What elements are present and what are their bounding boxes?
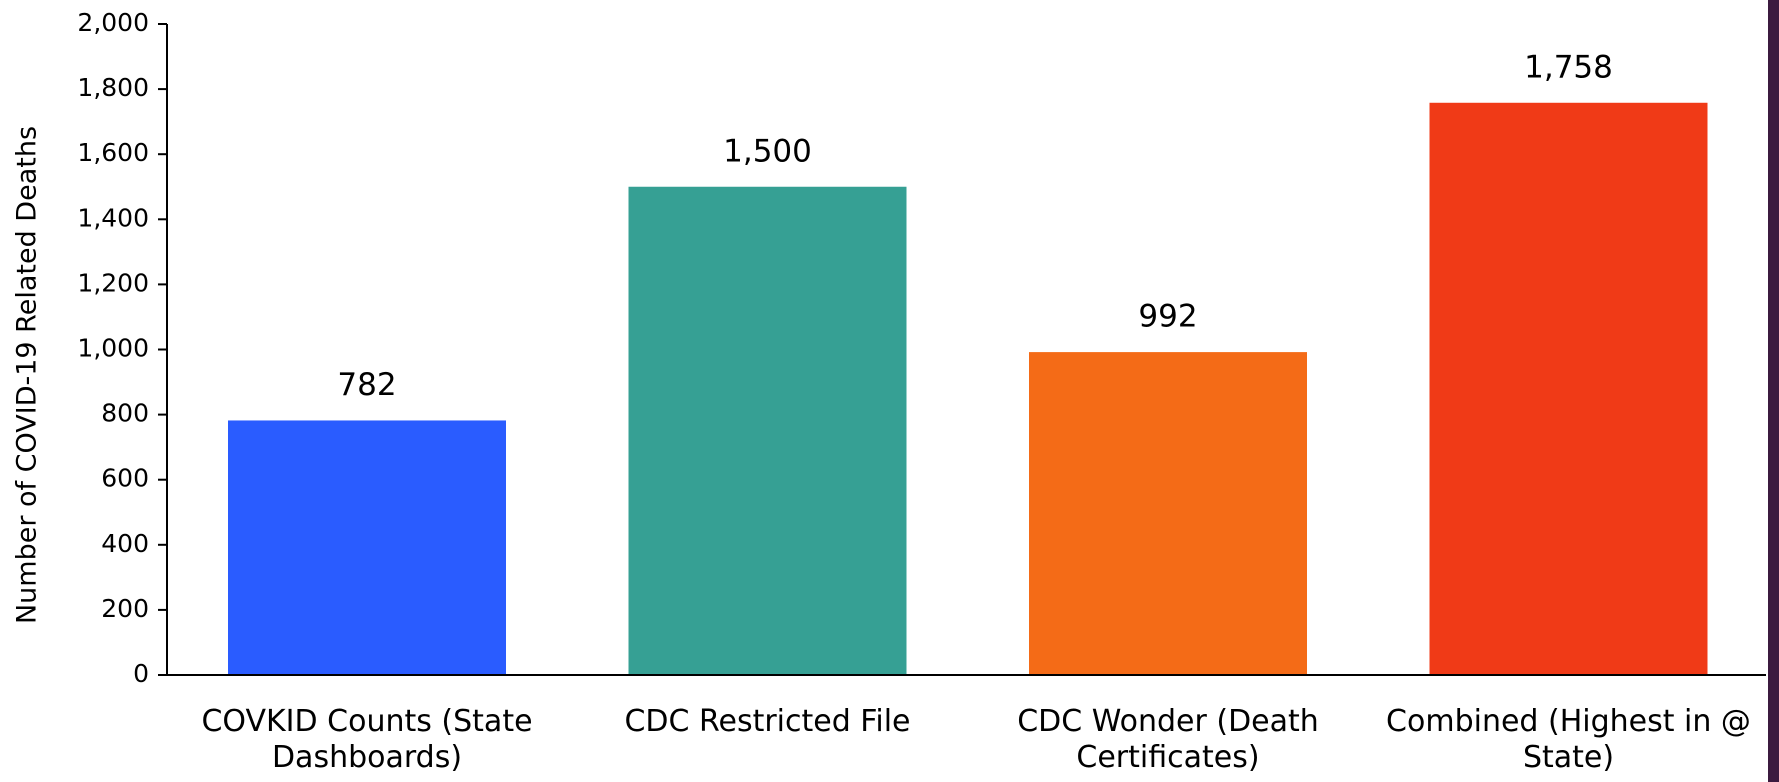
bar — [1429, 102, 1708, 675]
bar — [228, 420, 506, 675]
y-tick-label: 1,000 — [77, 334, 149, 363]
value-label: 1,758 — [1524, 49, 1613, 85]
y-tick-label: 1,200 — [77, 268, 149, 297]
y-tick-label: 600 — [101, 464, 149, 493]
y-tick-label: 1,400 — [77, 203, 149, 232]
y-tick-label: 2,000 — [77, 8, 149, 37]
y-tick-label: 0 — [133, 659, 149, 688]
x-tick-label: COVKID Counts (State Dashboards) — [201, 704, 533, 775]
y-tick-label: 1,800 — [77, 73, 149, 102]
bar — [1029, 352, 1307, 675]
x-tick-label: Combined (Highest in @ State) — [1386, 704, 1751, 775]
x-tick-label: CDC Restricted File — [624, 704, 911, 739]
value-label: 1,500 — [723, 133, 812, 169]
y-tick-label: 800 — [101, 399, 149, 428]
y-tick-label: 1,600 — [77, 138, 149, 167]
value-label: 992 — [1138, 299, 1197, 335]
bar — [628, 186, 907, 675]
value-label: 782 — [337, 367, 396, 403]
y-tick-label: 400 — [101, 529, 149, 558]
edge-stripe — [1768, 0, 1779, 782]
x-tick-label: CDC Wonder (Death Certificates) — [1017, 704, 1319, 775]
y-axis-title: Number of COVID-19 Related Deaths — [12, 126, 43, 624]
y-tick-label: 200 — [101, 594, 149, 623]
